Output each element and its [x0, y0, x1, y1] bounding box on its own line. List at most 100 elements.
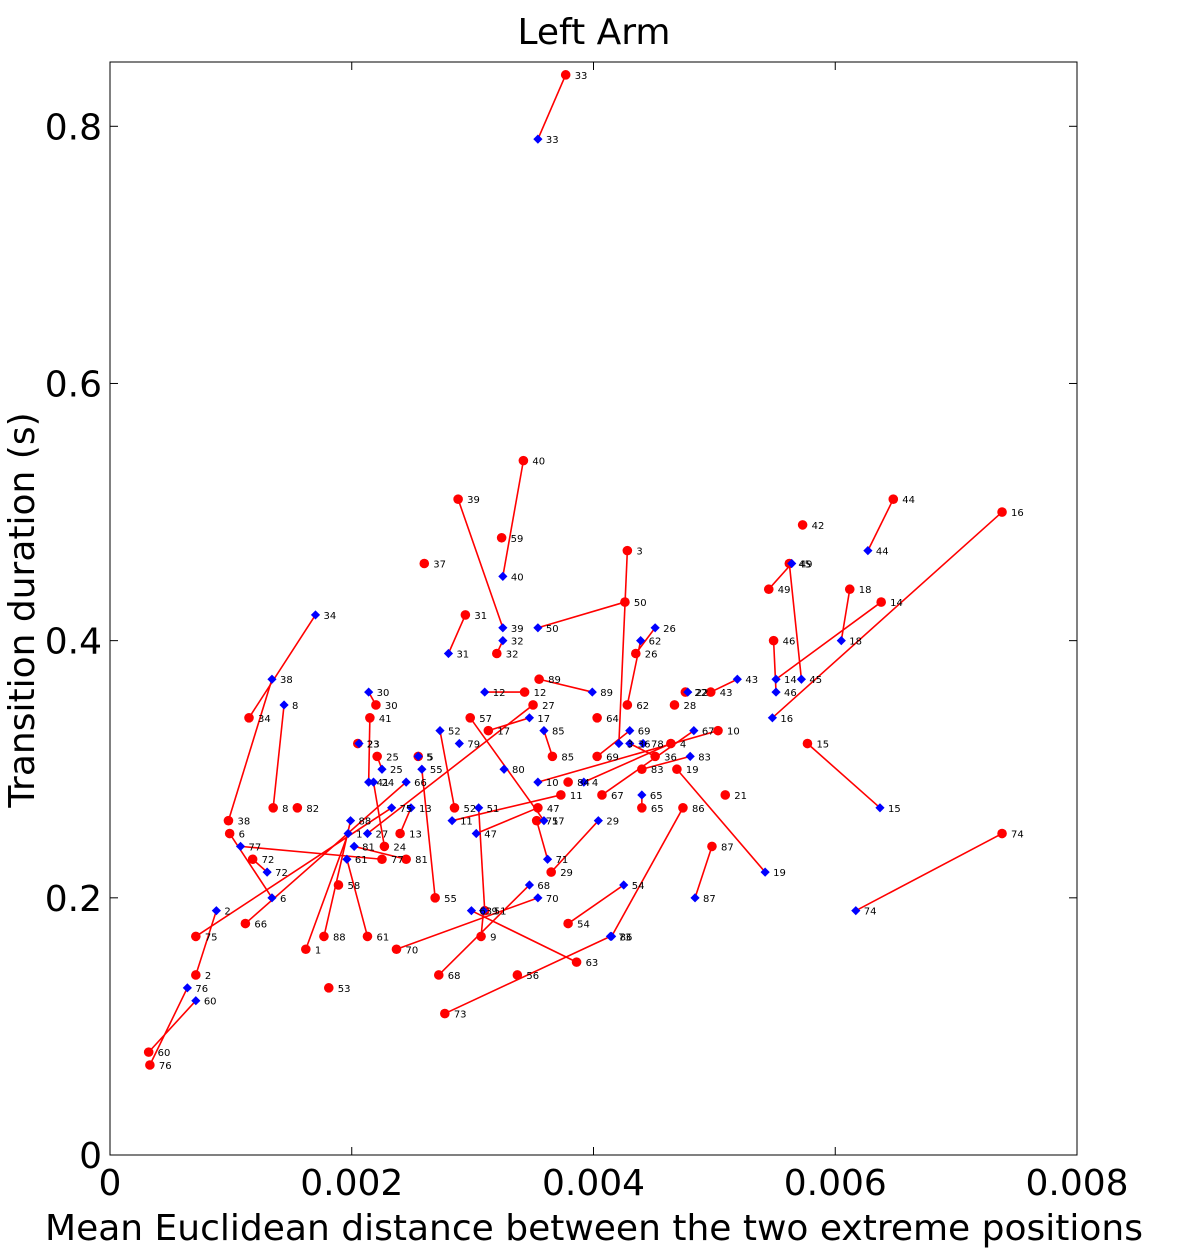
blue-point-label: 22	[696, 688, 709, 699]
red-point-label: 88	[333, 932, 346, 943]
connector-87	[694, 846, 713, 899]
blue-point-label: 18	[849, 637, 862, 648]
blue-point-label: 45	[809, 675, 822, 686]
blue-point-label: 16	[780, 714, 793, 725]
red-point-label: 47	[547, 804, 560, 815]
connector-16	[771, 511, 1003, 719]
red-point-label: 33	[575, 71, 588, 82]
red-point-41	[365, 713, 375, 723]
blue-point-71	[542, 854, 553, 864]
red-point-label: 43	[720, 688, 733, 699]
red-point-label: 1	[315, 945, 321, 956]
red-point-33	[560, 70, 571, 80]
blue-point-label: 73	[618, 932, 631, 943]
blue-point-18	[836, 636, 846, 646]
red-point-60	[143, 1047, 154, 1057]
blue-point-26	[650, 623, 660, 633]
red-point-24	[379, 841, 390, 852]
blue-point-62	[636, 636, 646, 646]
connector-86	[610, 807, 684, 937]
blue-point-52	[435, 726, 445, 736]
blue-point-label: 36	[638, 740, 651, 751]
blue-point-60	[191, 996, 201, 1006]
blue-point-34	[310, 610, 321, 620]
red-point-label: 15	[816, 740, 829, 751]
connector-77	[240, 845, 383, 861]
red-point-label: 4	[680, 740, 686, 751]
red-point-label: 68	[448, 971, 461, 982]
red-point-label: 61	[376, 932, 389, 943]
red-point-52	[449, 803, 460, 813]
blue-point-70	[533, 893, 543, 903]
red-point-label: 23	[367, 740, 380, 751]
y-tick-label: 0	[79, 1136, 102, 1177]
connector-50	[537, 601, 626, 629]
blue-point-29	[593, 816, 603, 826]
connector-29	[550, 820, 599, 873]
blue-point-label: 52	[448, 727, 461, 738]
connector-45	[788, 563, 803, 680]
blue-point-label: 89	[600, 688, 613, 699]
red-point-label: 31	[474, 611, 487, 622]
red-point-label: 27	[542, 701, 555, 712]
red-point-59	[496, 532, 507, 543]
blue-point-label: 25	[390, 765, 403, 776]
blue-point-50	[533, 623, 543, 633]
blue-point-label: 40	[511, 572, 524, 583]
connector-73	[444, 935, 611, 1015]
red-point-44	[888, 494, 899, 505]
blue-point-8	[279, 700, 289, 710]
connector-8	[272, 704, 285, 808]
blue-point-19	[760, 867, 770, 877]
red-point-49	[763, 584, 774, 595]
connector-60	[148, 1000, 197, 1053]
connector-52	[439, 730, 456, 808]
red-point-label: 3	[636, 547, 642, 558]
connector-4	[583, 742, 672, 783]
red-point-8	[268, 803, 278, 813]
axis-ticks: 0 0.002 0.004 0.006 0.008 0 0.2 0.4 0.6 0.8	[45, 62, 1129, 1204]
blue-point-label: 31	[456, 650, 469, 661]
connector-63	[471, 909, 577, 963]
blue-point-79	[454, 738, 464, 749]
connector-74	[855, 832, 1003, 912]
blue-point-88	[345, 816, 356, 826]
connector-10	[537, 729, 719, 783]
red-point-label: 32	[506, 650, 519, 661]
red-point-label: 8	[282, 804, 288, 815]
blue-point-4	[579, 777, 589, 787]
blue-point-5	[413, 751, 423, 761]
red-point-37	[419, 558, 430, 569]
blue-point-54	[619, 880, 629, 890]
blue-point-label: 61	[355, 855, 368, 866]
blue-point-89	[587, 687, 597, 697]
red-point-82	[292, 803, 303, 813]
blue-point-24	[368, 777, 379, 787]
blue-point-12	[480, 687, 490, 697]
red-point-85	[547, 751, 558, 762]
red-point-label: 51	[494, 907, 507, 918]
red-point-2	[191, 970, 201, 980]
red-point-27	[528, 700, 538, 710]
connector-76	[149, 987, 189, 1066]
red-point-label: 2	[205, 971, 211, 982]
red-point-56	[512, 970, 523, 980]
red-point-1	[301, 944, 311, 955]
red-point-label: 69	[606, 752, 619, 763]
red-point-69	[592, 751, 602, 762]
red-point-26	[631, 648, 641, 659]
red-point-6	[224, 828, 235, 839]
connector-11	[451, 794, 562, 822]
red-point-label: 42	[812, 521, 825, 532]
connector-67	[601, 730, 695, 796]
y-tick-label: 0.6	[45, 364, 102, 405]
blue-point-label: 8	[292, 701, 298, 712]
blue-point-label: 65	[650, 791, 663, 802]
blue-point-32	[498, 636, 508, 646]
red-point-label: 5	[427, 752, 433, 763]
red-point-label: 17	[497, 727, 510, 738]
blue-point-label: 33	[546, 135, 559, 146]
blue-point-22	[683, 687, 693, 697]
red-point-label: 70	[405, 945, 418, 956]
connector-31	[447, 614, 467, 654]
